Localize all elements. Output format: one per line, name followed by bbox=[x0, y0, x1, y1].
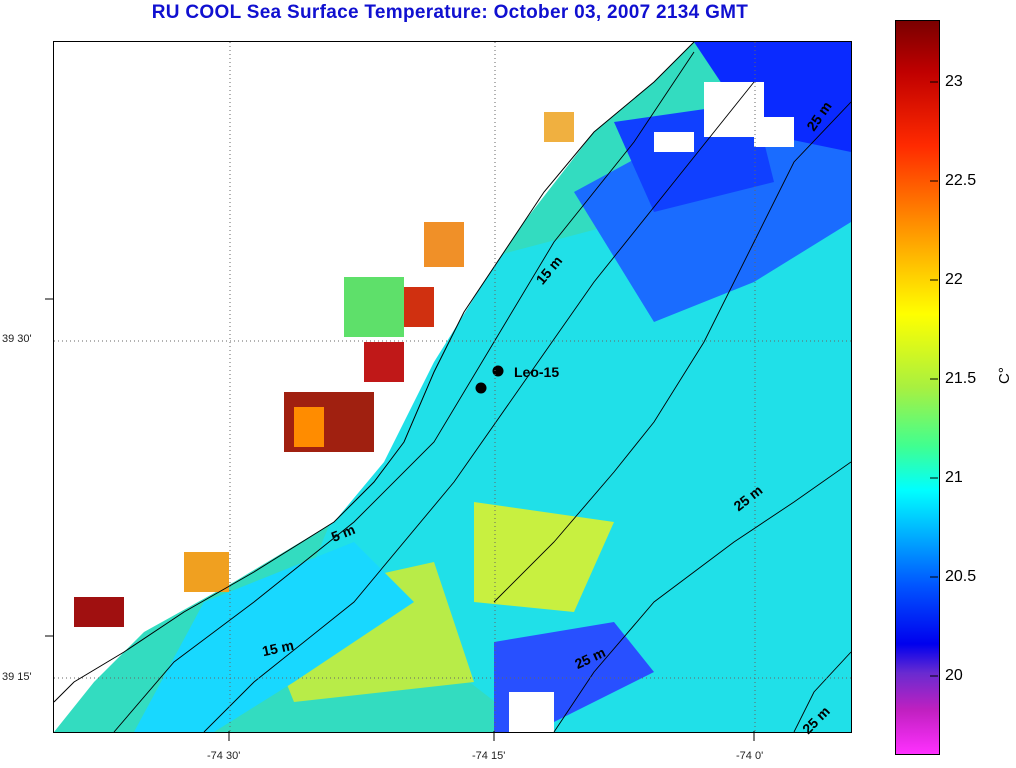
colorbar-tick-label: 22.5 bbox=[945, 172, 977, 189]
lat-label-39-30: 39 30' bbox=[2, 333, 32, 345]
colorbar-unit: C° bbox=[996, 367, 1013, 384]
colorbar bbox=[895, 20, 940, 755]
colorbar-tick-label: 20.5 bbox=[945, 568, 977, 585]
lat-label-39-15: 39 15' bbox=[2, 671, 32, 683]
colorbar-tick-label: 20 bbox=[945, 667, 963, 684]
colorbar-tick-label: 21.5 bbox=[945, 370, 977, 387]
lon-label-74-0: -74 0' bbox=[736, 750, 764, 762]
lon-label-74-15: -74 15' bbox=[472, 750, 506, 762]
leo-15-label: Leo-15 bbox=[514, 364, 560, 380]
colorbar-tick-label: 23 bbox=[945, 73, 963, 90]
colorbar-tick-label: 22 bbox=[945, 271, 963, 288]
lon-label-74-30: -74 30' bbox=[207, 750, 241, 762]
colorbar-tick-label: 21 bbox=[945, 469, 963, 486]
map-title: RU COOL Sea Surface Temperature: October… bbox=[151, 2, 749, 23]
sst-map[interactable] bbox=[53, 41, 852, 733]
sst-field bbox=[54, 42, 851, 732]
